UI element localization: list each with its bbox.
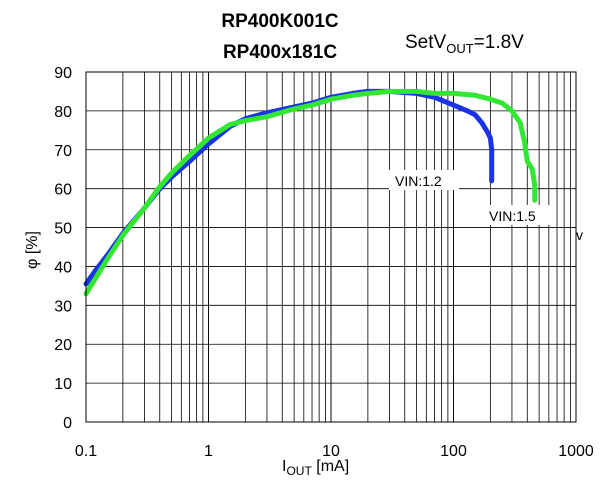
x-tick-label: 1000 — [558, 443, 594, 460]
x-tick-label: 10 — [322, 443, 340, 460]
y-axis-label: φ [%] — [24, 231, 41, 269]
condition-suffix: =1.8V — [474, 32, 525, 53]
y-tick-label: 0 — [63, 415, 72, 432]
x-axis-label-main: I — [282, 458, 286, 475]
y-tick-label: 90 — [54, 65, 72, 82]
y-tick-label: 20 — [54, 337, 72, 354]
series-label-box-vin-1.5 — [484, 205, 556, 225]
x-tick-label: 1 — [204, 443, 213, 460]
series-line-vin-1.5 — [83, 88, 538, 297]
x-tick-label: 0.1 — [75, 443, 97, 460]
series-label-vin-1.2: VIN:1.2 — [395, 173, 442, 189]
x-tick-label: 100 — [440, 443, 467, 460]
y-tick-label: 10 — [54, 376, 72, 393]
y-tick-label: 70 — [54, 143, 72, 160]
grid-lines — [85, 71, 577, 423]
condition-label: SetVOUT=1.8V — [405, 32, 524, 56]
y-tick-label: 50 — [54, 221, 72, 238]
series-lines — [83, 88, 538, 297]
y-tick-label: 80 — [54, 104, 72, 121]
chart-title-line-2: RP400x181C — [223, 42, 337, 63]
x-axis-label: IOUT [mA] — [282, 458, 349, 478]
y-tick-label: 40 — [54, 259, 72, 276]
series-label-box-vin-1.2 — [389, 170, 459, 190]
chart-title-line-1: RP400K001C — [221, 11, 339, 32]
x-axis-label-unit: [mA] — [312, 458, 349, 475]
x-axis-label-subscript: OUT — [286, 464, 312, 478]
condition-prefix: SetV — [405, 32, 447, 53]
y-tick-label: 30 — [54, 298, 72, 315]
series-label-vin-1.5: VIN:1.5 — [489, 208, 536, 224]
y-tick-label: 60 — [54, 182, 72, 199]
tick-labels: 0 10 20 30 40 50 60 70 80 90 0.1 1 10 100 1000 — [54, 65, 594, 460]
stray-mark: v — [576, 227, 583, 243]
condition-subscript: OUT — [446, 41, 474, 56]
plot-frame — [85, 71, 577, 423]
